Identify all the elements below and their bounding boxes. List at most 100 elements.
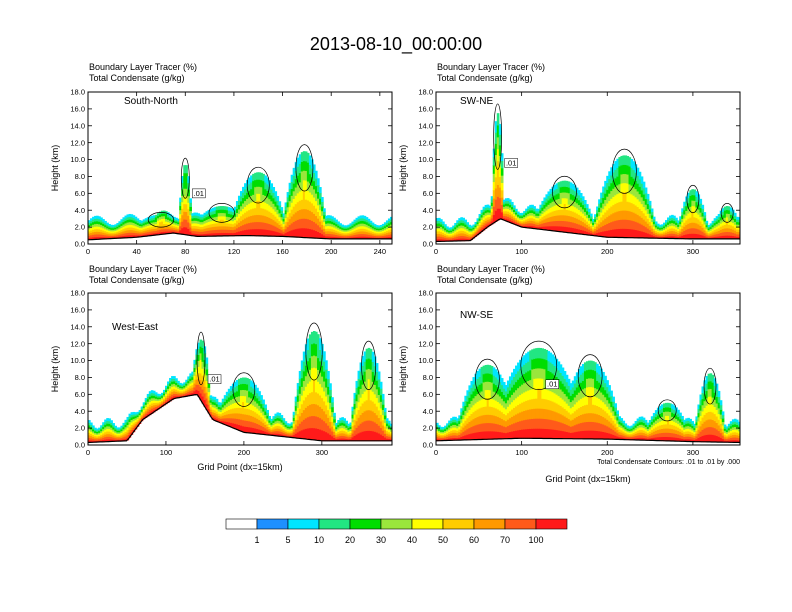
tracer-cell bbox=[571, 412, 575, 420]
tracer-cell bbox=[640, 196, 644, 205]
tracer-cell bbox=[110, 229, 113, 232]
tracer-cell bbox=[478, 224, 482, 228]
tracer-cell bbox=[288, 426, 292, 429]
tracer-cell bbox=[154, 223, 158, 227]
tracer-cell bbox=[492, 173, 496, 183]
tracer-cell bbox=[387, 227, 391, 231]
tracer-cell bbox=[387, 427, 391, 431]
tracer-cell bbox=[725, 213, 729, 218]
tracer-cell bbox=[323, 371, 326, 382]
tracer-cell bbox=[351, 418, 355, 423]
tracer-cell bbox=[371, 411, 375, 422]
tracer-cell bbox=[116, 427, 119, 430]
tracer-cell bbox=[709, 228, 713, 231]
tracer-cell bbox=[181, 214, 184, 222]
tracer-cell bbox=[579, 193, 583, 198]
tracer-cell bbox=[606, 393, 609, 401]
tracer-cell bbox=[709, 235, 713, 238]
tracer-cell bbox=[132, 418, 136, 422]
tracer-cell bbox=[294, 414, 298, 420]
tracer-cell bbox=[525, 212, 528, 216]
tracer-cell bbox=[128, 234, 132, 239]
tracer-cell bbox=[213, 415, 217, 419]
tracer-cell bbox=[201, 375, 205, 383]
tracer-cell bbox=[588, 214, 591, 218]
tracer-cell bbox=[314, 367, 318, 381]
tracer-cell bbox=[256, 172, 259, 180]
tracer-cell bbox=[555, 411, 559, 422]
tracer-cell bbox=[442, 232, 445, 236]
tracer-cell bbox=[195, 223, 199, 227]
tracer-cell bbox=[634, 221, 638, 231]
tracer-cell bbox=[246, 390, 249, 397]
tracer-cell bbox=[158, 214, 162, 218]
tracer-cell bbox=[381, 435, 385, 442]
tracer-cell bbox=[502, 204, 506, 207]
tracer-cell bbox=[460, 227, 463, 231]
tracer-cell bbox=[173, 225, 176, 229]
tracer-cell bbox=[272, 433, 276, 436]
tracer-cell bbox=[476, 227, 480, 230]
tracer-cell bbox=[484, 212, 488, 216]
tracer-cell bbox=[171, 229, 174, 232]
tracer-cell bbox=[179, 386, 182, 389]
tracer-cell bbox=[549, 409, 553, 420]
tracer-cell bbox=[205, 374, 209, 382]
tracer-cell bbox=[284, 435, 288, 438]
tracer-cell bbox=[169, 388, 172, 392]
tracer-cell bbox=[693, 233, 697, 240]
tracer-cell bbox=[377, 379, 381, 388]
tracer-cell bbox=[217, 411, 221, 414]
tracer-cell bbox=[500, 211, 504, 220]
tracer-cell bbox=[276, 209, 280, 215]
tracer-cell bbox=[460, 232, 463, 236]
tracer-cell bbox=[381, 227, 385, 230]
tracer-cell bbox=[448, 236, 451, 239]
tracer-cell bbox=[130, 214, 134, 218]
tracer-cell bbox=[142, 411, 146, 414]
tracer-cell bbox=[492, 375, 496, 384]
tracer-cell bbox=[450, 230, 453, 233]
tracer-cell bbox=[339, 233, 342, 236]
tracer-cell bbox=[551, 373, 555, 383]
tracer-cell bbox=[276, 218, 280, 224]
tracer-cell bbox=[110, 436, 113, 440]
tracer-cell bbox=[290, 424, 294, 427]
tracer-cell bbox=[240, 220, 243, 227]
tracer-cell bbox=[640, 190, 644, 198]
tracer-cell bbox=[612, 196, 615, 206]
tracer-cell bbox=[478, 400, 482, 409]
tracer-cell bbox=[369, 389, 373, 401]
tracer-cell bbox=[498, 388, 502, 397]
tracer-cell bbox=[302, 170, 306, 181]
tracer-cell bbox=[177, 223, 180, 226]
tracer-cell bbox=[308, 228, 312, 239]
tracer-cell bbox=[377, 386, 381, 395]
tracer-cell bbox=[205, 386, 209, 393]
tracer-cell bbox=[468, 397, 472, 404]
tracer-cell bbox=[207, 230, 211, 234]
tracer-cell bbox=[689, 217, 692, 224]
tracer-cell bbox=[215, 416, 219, 420]
tracer-cell bbox=[215, 408, 219, 412]
tracer-cell bbox=[160, 221, 164, 225]
tracer-cell bbox=[124, 422, 128, 425]
tracer-cell bbox=[211, 399, 215, 403]
tracer-cell bbox=[347, 435, 351, 438]
tracer-cell bbox=[577, 209, 581, 215]
tracer-cell bbox=[215, 216, 219, 221]
tracer-cell bbox=[323, 361, 326, 372]
tracer-cell bbox=[197, 223, 201, 227]
tracer-cell bbox=[181, 385, 184, 387]
tracer-cell bbox=[529, 207, 532, 211]
tracer-cell bbox=[98, 434, 101, 437]
tracer-cell bbox=[292, 198, 296, 207]
tracer-cell bbox=[248, 414, 251, 422]
tracer-cell bbox=[270, 429, 274, 433]
tracer-cell bbox=[687, 213, 690, 219]
tracer-cell bbox=[333, 222, 336, 226]
tracer-cell bbox=[673, 220, 676, 224]
tracer-cell bbox=[598, 422, 601, 432]
tracer-cell bbox=[612, 172, 615, 181]
tracer-cell bbox=[482, 219, 486, 223]
